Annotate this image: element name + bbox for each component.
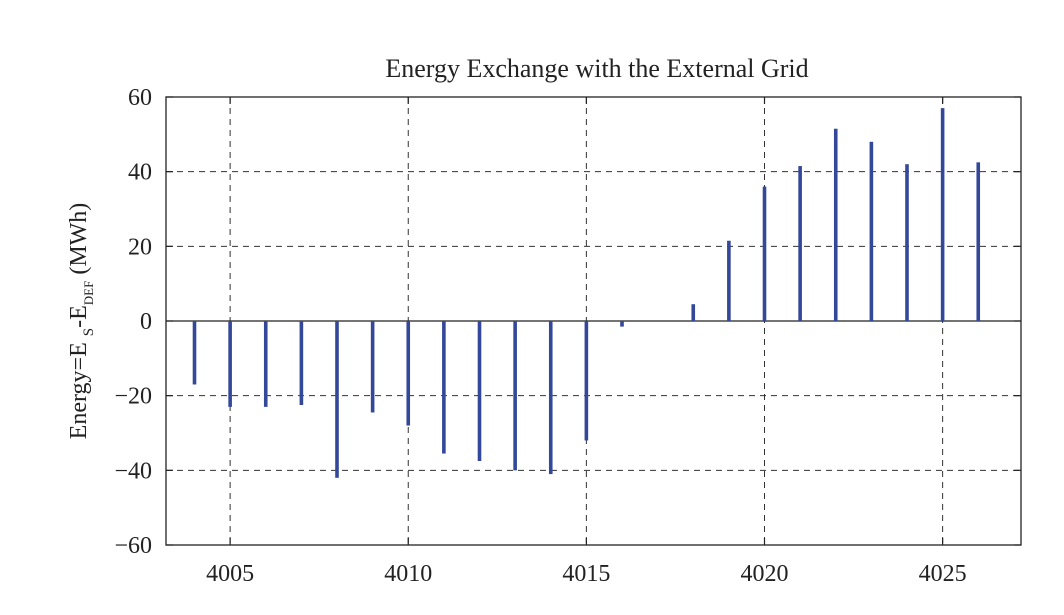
- bar: [442, 321, 446, 454]
- y-axis-label-mid: -E: [66, 305, 92, 328]
- bar: [762, 186, 767, 321]
- bar: [406, 321, 411, 426]
- y-tick-label: 0: [140, 309, 152, 335]
- bar: [370, 321, 375, 413]
- bar: [263, 321, 268, 407]
- y-tick-label: −40: [114, 458, 152, 484]
- bar: [691, 304, 696, 321]
- y-axis-label: Energy=E S-EDEF (MWh): [66, 203, 97, 440]
- bar: [513, 321, 517, 471]
- bar: [548, 321, 553, 475]
- bar: [620, 321, 624, 327]
- bar: [940, 108, 945, 321]
- bar: [798, 166, 802, 321]
- bar: [976, 162, 981, 321]
- y-axis-ticks: −60 −40 −20 0 20 40 60: [114, 85, 1021, 559]
- bar: [869, 141, 874, 321]
- y-tick-label: 40: [128, 160, 152, 186]
- y-axis-label-suffix: (MWh): [66, 203, 92, 281]
- bar: [335, 321, 339, 478]
- bar: [833, 128, 838, 321]
- x-tick-label: 4015: [562, 561, 610, 587]
- y-tick-label: −60: [114, 533, 152, 559]
- y-tick-label: −20: [114, 384, 152, 410]
- chart-title: Energy Exchange with the External Grid: [385, 54, 808, 83]
- bar: [228, 321, 232, 407]
- x-tick-label: 4005: [206, 561, 254, 587]
- bar: [727, 240, 731, 321]
- y-axis-label-sub2: DEF: [81, 281, 96, 306]
- y-tick-label: 60: [128, 85, 152, 111]
- bar-series: [192, 108, 981, 478]
- x-tick-label: 4010: [384, 561, 432, 587]
- bar: [905, 164, 909, 321]
- bar: [192, 321, 197, 385]
- x-axis-ticks: 4005 4010 4015 4020 4025: [206, 97, 967, 587]
- bar: [299, 321, 304, 405]
- bar: [477, 321, 482, 461]
- y-axis-label-sub1: S: [81, 328, 97, 336]
- y-axis-label-prefix: Energy=E: [66, 342, 92, 439]
- y-tick-label: 20: [128, 234, 152, 260]
- x-tick-label: 4020: [741, 561, 789, 587]
- x-tick-label: 4025: [919, 561, 967, 587]
- bar: [584, 321, 589, 441]
